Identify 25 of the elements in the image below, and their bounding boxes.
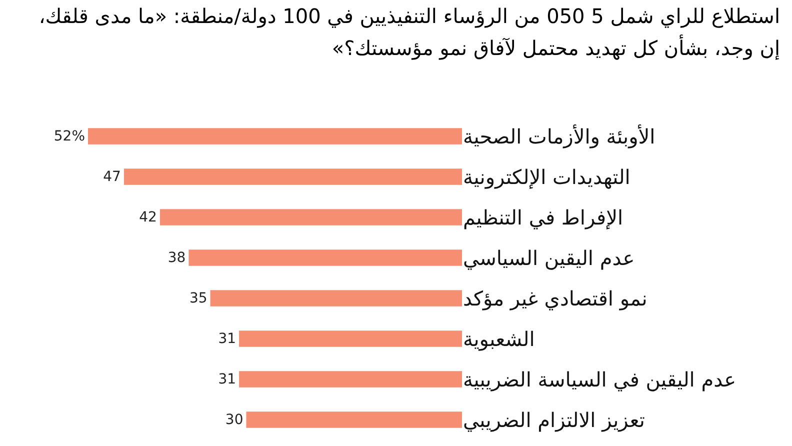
chart-title: استطلاع للراي شمل 5 050 من الرؤساء التنفيذيين في 100 دولة/منطقة: «ما مدى قلقك، إن وجد، بشأن كل تهديد محتمل لآفاق نمو مؤسستك؟» — [38, 3, 781, 62]
y-tick-label: عدم اليقين في السياسة الضريبية — [463, 367, 736, 392]
y-tick-label: الأوبئة والأزمات الصحية — [463, 123, 656, 148]
data-label: 31 — [218, 372, 236, 388]
y-tick-label: الشعبوية — [463, 326, 535, 351]
data-label: 35 — [189, 290, 208, 307]
data-label: 31 — [218, 331, 236, 348]
y-tick-label: التهديدات الإلكترونية — [463, 164, 630, 189]
bar — [124, 168, 462, 185]
bar — [160, 209, 462, 226]
bar — [239, 330, 462, 347]
data-label: 30 — [225, 412, 244, 428]
bar — [188, 250, 462, 266]
bar — [210, 290, 462, 306]
bar — [239, 371, 462, 388]
y-tick-label: تعزيز الالتزام الضريبي — [463, 408, 645, 432]
y-tick-label: الإفراط في التنظيم — [463, 205, 624, 230]
y-tick-label: عدم اليقين السياسي — [463, 246, 635, 270]
data-label: 38 — [168, 250, 186, 266]
data-label: 47 — [103, 169, 121, 186]
data-label: 42 — [139, 210, 157, 226]
y-tick-label: نمو اقتصادي غير مؤكد — [463, 286, 648, 310]
bar — [88, 128, 462, 144]
bar — [246, 412, 462, 428]
data-label: 52% — [54, 128, 85, 145]
